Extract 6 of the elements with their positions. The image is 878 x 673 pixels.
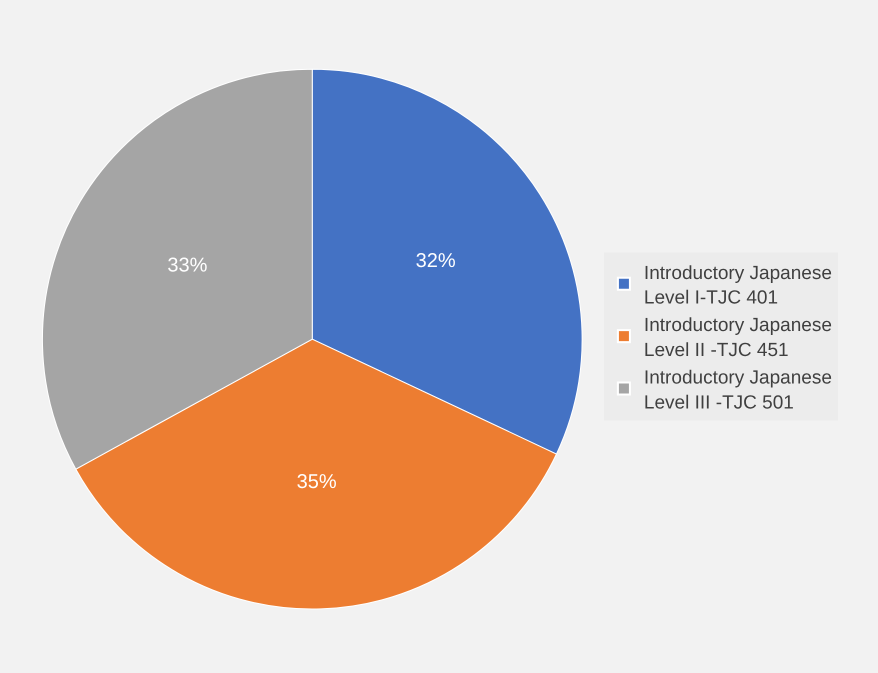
data-label: 33%: [167, 254, 208, 276]
data-label: 32%: [416, 250, 456, 272]
legend-label: Introductory Japanese Level III -TJC 501: [644, 368, 832, 414]
legend-label: Introductory Japanese Level II -TJC 451: [644, 315, 832, 361]
data-label: 35%: [296, 470, 337, 493]
legend-label: Introductory Japanese Level I-TJC 401: [644, 262, 832, 308]
